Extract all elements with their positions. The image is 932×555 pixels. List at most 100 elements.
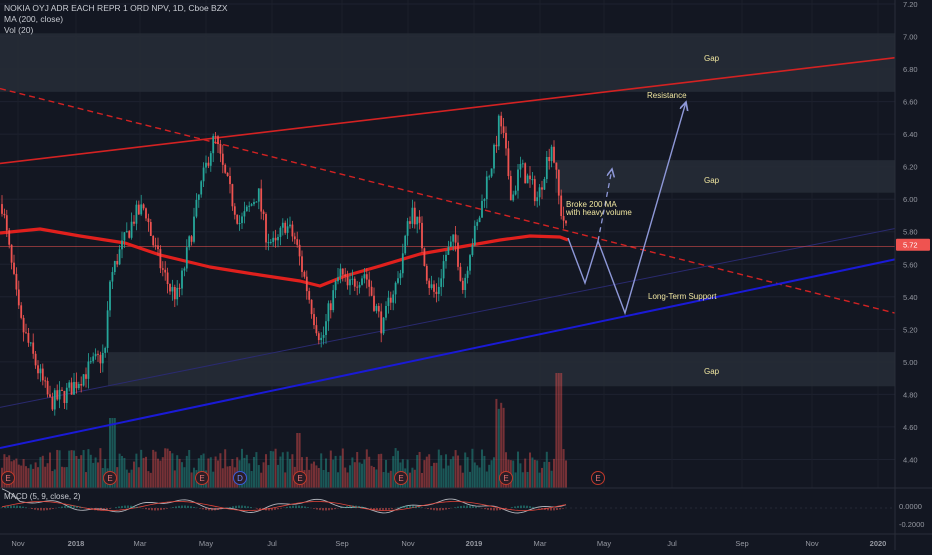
ma-indicator-label[interactable]: MA (200, close) [4, 14, 228, 25]
macd-histogram-bar [556, 508, 558, 510]
candle-body [529, 176, 531, 180]
volume-bar [147, 471, 149, 488]
volume-bar [193, 468, 195, 488]
volume-bar [260, 473, 262, 488]
volume-bar [15, 459, 17, 488]
volume-bar [416, 455, 418, 488]
macd-histogram-bar [187, 506, 189, 508]
volume-bar [174, 470, 176, 488]
volume-bar [349, 465, 351, 488]
candle-body [114, 261, 116, 272]
candle-body [294, 236, 296, 239]
time-axis-tick-label: 2018 [68, 539, 85, 548]
volume-bar [308, 470, 310, 488]
macd-histogram-bar [496, 508, 498, 510]
candle-body [52, 397, 54, 410]
macd-indicator-label[interactable]: MACD (5, 9, close, 2) [4, 492, 80, 501]
candle-body [565, 221, 567, 224]
volume-bar [385, 460, 387, 488]
macd-histogram-bar [4, 507, 6, 508]
candle-body [109, 282, 111, 311]
volume-bar [188, 450, 190, 488]
candle-body [184, 268, 186, 270]
candle-body [335, 281, 337, 290]
volume-bar [330, 451, 332, 488]
volume-bar [87, 449, 89, 488]
candle-body [436, 292, 438, 294]
candle-body [131, 222, 133, 238]
macd-histogram-bar [160, 508, 162, 510]
gap-box-top [0, 33, 895, 92]
macd-histogram-bar [484, 508, 486, 509]
volume-bar [272, 451, 274, 488]
volume-bar [435, 463, 437, 488]
price-axis-tick-label: 5.40 [903, 293, 918, 302]
macd-histogram-bar [406, 506, 408, 508]
macd-histogram-bar [34, 508, 36, 510]
macd-histogram-bar [316, 508, 318, 510]
volume-bar [183, 467, 185, 488]
time-axis-tick-label: Sep [335, 539, 348, 548]
volume-bar [512, 461, 514, 488]
candle-body [313, 314, 315, 325]
volume-bar [78, 459, 80, 488]
candle-body [546, 157, 548, 179]
candle-body [330, 303, 332, 310]
candle-body [354, 279, 356, 287]
macd-histogram-bar [319, 508, 321, 510]
macd-histogram-bar [286, 507, 288, 508]
candle-body [54, 390, 56, 409]
volume-indicator-label[interactable]: Vol (20) [4, 25, 228, 36]
macd-histogram-bar [349, 506, 351, 508]
macd-histogram-bar [295, 506, 297, 508]
volume-bar [32, 469, 34, 488]
volume-bar [539, 473, 541, 488]
candle-body [167, 272, 169, 284]
candle-body [59, 390, 61, 400]
volume-bar [375, 469, 377, 488]
symbol-title[interactable]: NOKIA OYJ ADR EACH REPR 1 ORD NPV, 1D, C… [4, 3, 228, 14]
candle-body [368, 280, 370, 287]
volume-bar [488, 465, 490, 488]
candle-body [143, 204, 145, 208]
macd-histogram-bar [250, 507, 252, 508]
volume-bar [534, 460, 536, 488]
volume-bar [479, 468, 481, 488]
volume-bar [359, 462, 361, 488]
candle-body [210, 153, 212, 166]
candle-body [234, 206, 236, 214]
candle-body [464, 278, 466, 290]
volume-bar [18, 465, 20, 488]
candle-body [563, 216, 565, 221]
macd-histogram-bar [403, 506, 405, 508]
macd-histogram-bar [37, 508, 39, 510]
macd-histogram-bar [157, 508, 159, 510]
candle-body [426, 266, 428, 281]
candle-body [474, 226, 476, 245]
macd-histogram-bar [190, 506, 192, 508]
macd-histogram-bar [427, 508, 429, 509]
candle-body [301, 256, 303, 272]
candle-body [97, 354, 99, 355]
macd-histogram-bar [358, 506, 360, 508]
resistance-label: Resistance [647, 91, 687, 100]
candle-body [205, 163, 207, 168]
price-axis-tick-label: 5.20 [903, 325, 918, 334]
macd-histogram-bar [94, 508, 96, 510]
macd-histogram-bar [136, 507, 138, 508]
candle-body [292, 225, 294, 237]
macd-histogram-bar [355, 506, 357, 508]
volume-bar [459, 465, 461, 488]
candle-body [157, 245, 159, 249]
volume-bar [270, 451, 272, 488]
long-term-support-label: Long-Term Support [648, 292, 717, 301]
volume-bar [155, 452, 157, 488]
volume-bar [215, 457, 217, 488]
macd-histogram-bar [7, 506, 9, 508]
volume-bar [313, 462, 315, 488]
macd-histogram-bar [76, 506, 78, 508]
volume-bar [337, 472, 339, 488]
volume-bar [560, 373, 562, 488]
